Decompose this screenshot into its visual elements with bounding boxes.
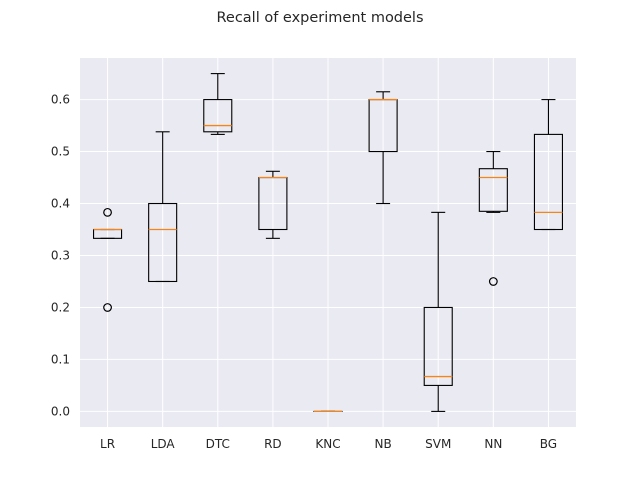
y-axis-ticks: 0.0 0.1 0.2 0.3 0.4 0.5 0.6 xyxy=(51,93,70,419)
x-tick-label: LR xyxy=(100,437,115,451)
x-tick-label: SVM xyxy=(425,437,451,451)
box-lda xyxy=(148,131,178,283)
x-axis-ticks: LR LDA DTC RD KNC NB SVM NN BG xyxy=(100,437,557,451)
x-tick-label: DTC xyxy=(206,437,230,451)
box-iqr xyxy=(533,133,563,231)
outlier-point xyxy=(103,207,112,217)
y-tick-label: 0.3 xyxy=(51,248,70,262)
y-tick-label: 0.4 xyxy=(51,197,70,211)
box-lr xyxy=(93,207,123,312)
box-bg xyxy=(533,99,563,231)
x-tick-label: BG xyxy=(540,437,557,451)
chart-title: Recall of experiment models xyxy=(216,10,423,26)
box-iqr xyxy=(203,99,233,133)
y-tick-label: 0.1 xyxy=(51,352,70,366)
y-tick-label: 0.6 xyxy=(51,93,70,107)
y-tick-label: 0.0 xyxy=(51,404,70,418)
x-tick-label: NB xyxy=(375,437,392,451)
grid xyxy=(80,58,576,427)
box-svm xyxy=(423,211,453,412)
x-tick-label: KNC xyxy=(315,437,340,451)
y-tick-label: 0.5 xyxy=(51,145,70,159)
box-iqr xyxy=(478,168,508,212)
x-tick-label: RD xyxy=(264,437,282,451)
box-iqr xyxy=(148,202,178,283)
box-nn xyxy=(478,150,508,286)
y-tick-label: 0.2 xyxy=(51,300,70,314)
box-dtc xyxy=(203,73,233,135)
outlier-point xyxy=(103,303,112,312)
x-tick-label: LDA xyxy=(151,437,176,451)
box-rd xyxy=(258,170,288,239)
box-nb xyxy=(368,91,398,205)
box-iqr xyxy=(423,306,453,386)
boxes xyxy=(93,73,563,413)
x-tick-label: NN xyxy=(484,437,502,451)
outlier-point xyxy=(488,277,498,286)
